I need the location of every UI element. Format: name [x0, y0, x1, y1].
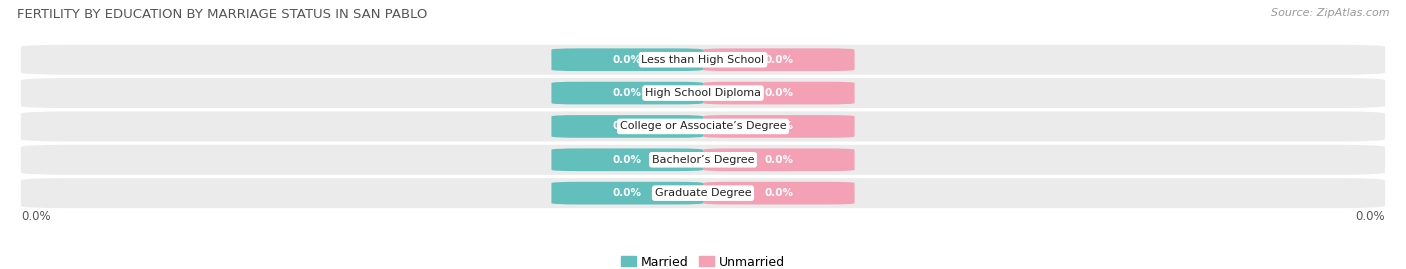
- Text: 0.0%: 0.0%: [1355, 210, 1385, 223]
- FancyBboxPatch shape: [21, 111, 1385, 141]
- FancyBboxPatch shape: [703, 82, 855, 104]
- Text: Bachelor’s Degree: Bachelor’s Degree: [652, 155, 754, 165]
- Text: Source: ZipAtlas.com: Source: ZipAtlas.com: [1271, 8, 1389, 18]
- Text: Less than High School: Less than High School: [641, 55, 765, 65]
- Text: 0.0%: 0.0%: [765, 55, 793, 65]
- Text: 0.0%: 0.0%: [613, 188, 641, 198]
- FancyBboxPatch shape: [21, 178, 1385, 208]
- Text: 0.0%: 0.0%: [765, 155, 793, 165]
- FancyBboxPatch shape: [21, 145, 1385, 175]
- FancyBboxPatch shape: [21, 78, 1385, 108]
- Text: 0.0%: 0.0%: [765, 188, 793, 198]
- Text: College or Associate’s Degree: College or Associate’s Degree: [620, 121, 786, 132]
- FancyBboxPatch shape: [703, 115, 855, 138]
- Text: 0.0%: 0.0%: [613, 55, 641, 65]
- FancyBboxPatch shape: [551, 82, 703, 104]
- FancyBboxPatch shape: [551, 148, 703, 171]
- Text: 0.0%: 0.0%: [21, 210, 51, 223]
- FancyBboxPatch shape: [551, 115, 703, 138]
- Text: 0.0%: 0.0%: [765, 88, 793, 98]
- Text: FERTILITY BY EDUCATION BY MARRIAGE STATUS IN SAN PABLO: FERTILITY BY EDUCATION BY MARRIAGE STATU…: [17, 8, 427, 21]
- Text: 0.0%: 0.0%: [765, 121, 793, 132]
- FancyBboxPatch shape: [703, 48, 855, 71]
- Text: Graduate Degree: Graduate Degree: [655, 188, 751, 198]
- FancyBboxPatch shape: [703, 148, 855, 171]
- FancyBboxPatch shape: [703, 182, 855, 204]
- Legend: Married, Unmarried: Married, Unmarried: [616, 251, 790, 269]
- FancyBboxPatch shape: [551, 182, 703, 204]
- Text: 0.0%: 0.0%: [613, 88, 641, 98]
- Text: 0.0%: 0.0%: [613, 121, 641, 132]
- FancyBboxPatch shape: [21, 45, 1385, 75]
- FancyBboxPatch shape: [551, 48, 703, 71]
- Text: High School Diploma: High School Diploma: [645, 88, 761, 98]
- Text: 0.0%: 0.0%: [613, 155, 641, 165]
